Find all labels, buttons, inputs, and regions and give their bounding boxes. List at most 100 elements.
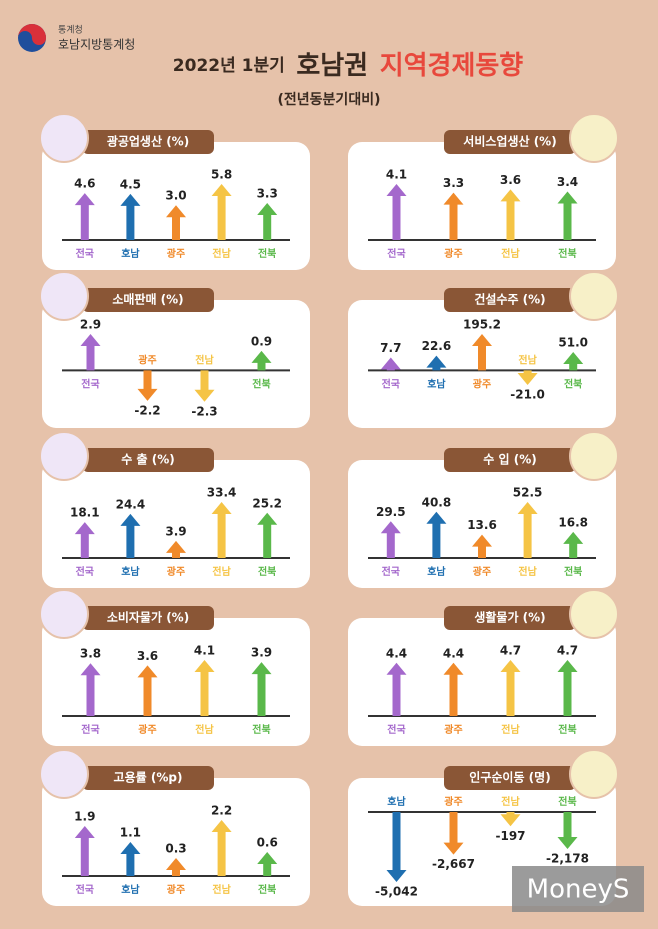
arrow <box>443 192 464 240</box>
chart-title: 광공업생산 (%) <box>107 134 189 149</box>
value-label: 0.6 <box>257 836 278 850</box>
arrow <box>211 184 232 240</box>
title-tab <box>82 130 214 154</box>
category-label: 전국 <box>382 377 400 390</box>
arrow <box>426 355 447 371</box>
category-label: 전남 <box>518 353 537 366</box>
category-label: 호남 <box>387 795 406 808</box>
category-label: 광주 <box>138 354 156 366</box>
category-label: 전남 <box>212 883 231 896</box>
category-label: 광주 <box>138 724 156 736</box>
arrow <box>380 357 401 371</box>
emblem-top <box>18 24 46 45</box>
title-tab <box>444 288 576 312</box>
arrow <box>74 522 95 558</box>
category-label: 광주 <box>444 796 462 808</box>
icon <box>569 271 619 321</box>
arrow <box>443 812 464 855</box>
panel <box>42 778 310 906</box>
arrow <box>557 191 578 240</box>
title-tab <box>82 606 214 630</box>
arrow <box>194 370 215 402</box>
value-label: -2.2 <box>134 403 160 417</box>
arrow <box>500 660 521 716</box>
title-tab <box>444 606 576 630</box>
value-label: 13.6 <box>467 518 497 532</box>
category-label: 전국 <box>81 377 99 390</box>
value-label: 29.5 <box>376 505 406 519</box>
arrow <box>500 189 521 240</box>
icon <box>39 431 89 481</box>
category-label: 전국 <box>76 883 94 896</box>
chart-title: 생활물가 (%) <box>474 610 545 625</box>
icon <box>39 271 89 321</box>
category-label: 광주 <box>473 566 491 578</box>
subtitle: (전년동분기대비) <box>278 91 381 108</box>
icon <box>39 113 89 163</box>
arrow <box>563 531 584 558</box>
office: 호남지방통계청 <box>58 38 135 52</box>
chart-title: 고용률 (%p) <box>114 770 183 785</box>
category-label: 전남 <box>501 795 520 808</box>
value-label: 4.4 <box>443 646 464 660</box>
category-label: 전국 <box>382 565 400 578</box>
value-label: 4.4 <box>386 646 407 660</box>
main-title: 2022년 1분기 호남권 지역경제동향 <box>173 51 524 81</box>
value-label: 4.7 <box>557 644 578 658</box>
arrow <box>166 858 186 876</box>
value-label: 2.2 <box>211 804 232 818</box>
arrow <box>557 812 578 850</box>
watermark-box <box>512 866 644 912</box>
category-label: 전남 <box>195 723 214 736</box>
value-label: 4.1 <box>194 644 215 658</box>
panel <box>42 300 310 428</box>
arrow <box>74 826 95 876</box>
category-label: 전북 <box>258 247 276 260</box>
arrow <box>120 193 141 240</box>
value-label: 3.6 <box>500 173 521 187</box>
title-tab <box>82 766 214 790</box>
arrow <box>557 660 578 716</box>
value-label: 52.5 <box>513 486 543 500</box>
arrow <box>443 662 464 716</box>
category-label: 호남 <box>121 883 140 896</box>
arrow <box>211 502 232 558</box>
watermark: MoneyS <box>527 875 630 905</box>
value-label: 5.8 <box>211 168 232 182</box>
value-label: 33.4 <box>207 486 237 500</box>
value-label: -5,042 <box>375 885 418 899</box>
category-label: 호남 <box>121 565 140 578</box>
category-label: 전북 <box>252 377 270 390</box>
arrow <box>386 812 407 882</box>
category-label: 전북 <box>564 565 582 578</box>
value-label: 3.0 <box>165 189 186 203</box>
category-label: 호남 <box>121 247 140 260</box>
chart-title: 서비스업생산 (%) <box>463 134 556 149</box>
category-label: 전남 <box>212 247 231 260</box>
value-label: 4.5 <box>120 177 141 191</box>
value-label: 3.9 <box>251 646 272 660</box>
category-label: 전국 <box>387 723 405 736</box>
category-label: 전북 <box>558 723 576 736</box>
value-label: -2,667 <box>432 857 475 871</box>
category-label: 전국 <box>387 247 405 260</box>
chart-title: 수 출 (%) <box>121 452 174 467</box>
category-label: 전북 <box>564 377 582 390</box>
category-label: 전북 <box>252 723 270 736</box>
arrow <box>80 663 101 716</box>
title-tab <box>444 130 576 154</box>
value-label: 7.7 <box>380 341 401 355</box>
category-label: 광주 <box>444 248 462 260</box>
category-label: 전북 <box>558 795 576 808</box>
value-label: 195.2 <box>463 318 501 332</box>
arrow <box>137 370 158 401</box>
panel <box>348 460 616 588</box>
chart-title: 소비자물가 (%) <box>107 610 189 625</box>
category-label: 전남 <box>501 247 520 260</box>
category-label: 광주 <box>167 248 185 260</box>
title-tab <box>82 288 214 312</box>
category-label: 광주 <box>444 724 462 736</box>
chart-title: 소매판매 (%) <box>112 292 183 307</box>
arrow <box>257 512 278 558</box>
